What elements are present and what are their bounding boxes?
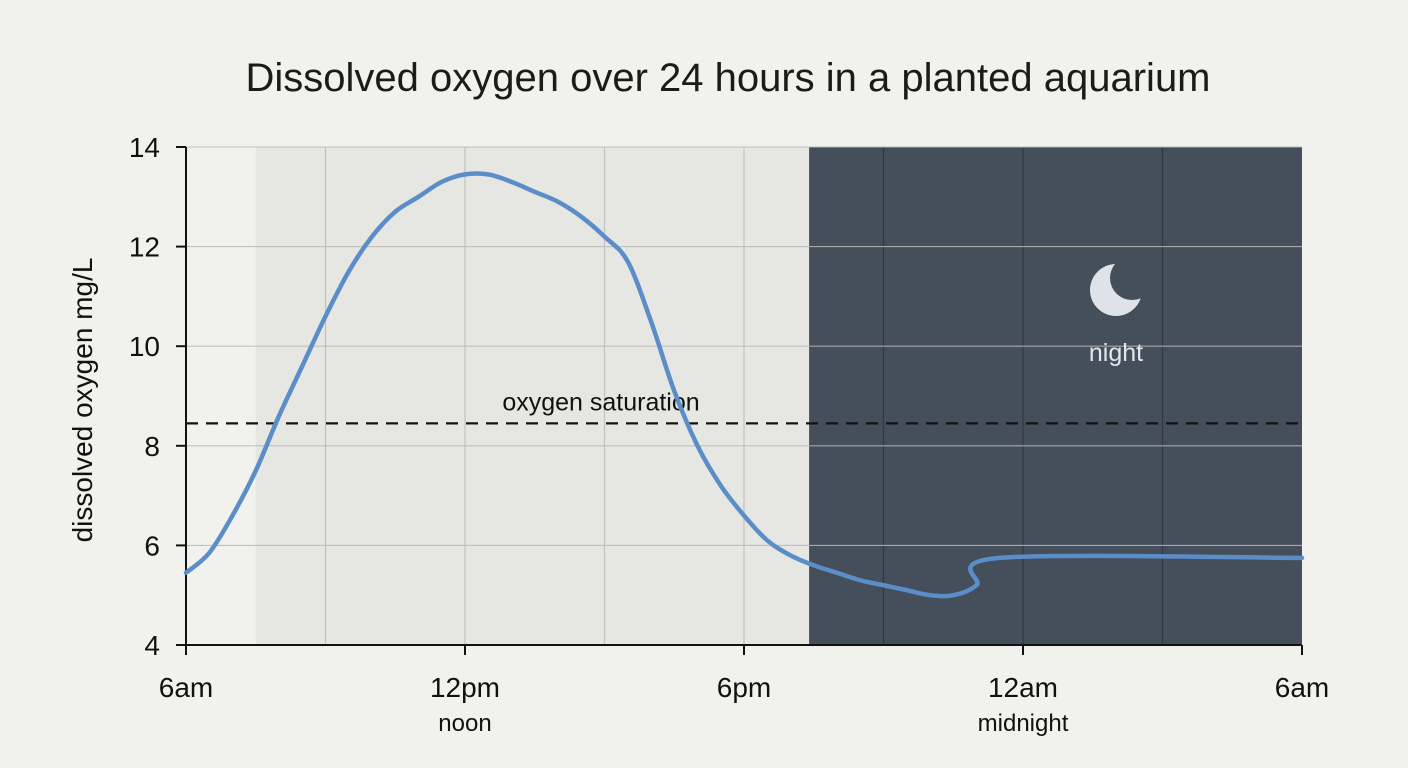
night-band: [809, 147, 1302, 645]
night-label: night: [1089, 339, 1143, 367]
y-tick-label: 8: [144, 431, 160, 462]
y-tick-label: 10: [129, 331, 160, 362]
x-tick-label: 6pm: [717, 672, 771, 703]
y-tick-label: 4: [144, 630, 160, 661]
y-tick-label: 12: [129, 232, 160, 263]
x-tick-label: 12am: [988, 672, 1058, 703]
oxygen-series-line: [183, 171, 1305, 599]
x-tick-sublabel: midnight: [978, 710, 1069, 737]
y-tick-label: 6: [144, 530, 160, 561]
moon-icon: [1090, 256, 1154, 316]
y-tick-label: 14: [129, 132, 160, 163]
y-axis-label: dissolved oxygen mg/L: [67, 258, 98, 543]
x-tick-label: 6am: [1275, 672, 1329, 703]
chart-title: Dissolved oxygen over 24 hours in a plan…: [245, 56, 1211, 100]
x-tick-label: 12pm: [430, 672, 500, 703]
x-tick-sublabel: noon: [438, 710, 491, 737]
x-tick-label: 6am: [159, 672, 213, 703]
day-band: [255, 147, 810, 645]
saturation-label: oxygen saturation: [502, 388, 699, 416]
